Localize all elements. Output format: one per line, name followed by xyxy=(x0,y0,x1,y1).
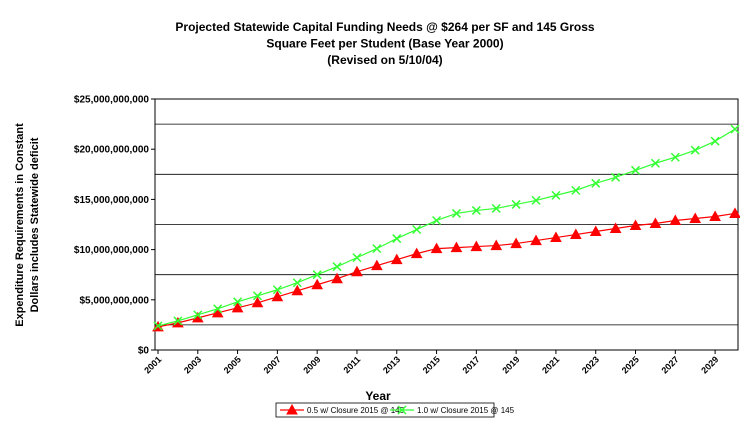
marker xyxy=(550,231,562,243)
y-tick-label: $10,000,000,000 xyxy=(74,245,150,256)
marker xyxy=(569,228,582,240)
marker xyxy=(390,253,403,265)
marker xyxy=(649,217,662,228)
marker xyxy=(571,185,581,195)
marker xyxy=(670,152,680,162)
marker xyxy=(629,219,642,231)
y-axis-label: Dollars includes Statewide deficit xyxy=(29,137,41,312)
marker xyxy=(351,265,363,277)
y-tick-label: $0 xyxy=(138,346,150,357)
marker xyxy=(252,291,263,301)
legend-label: 0.5 w/ Closure 2015 @ 145 xyxy=(307,406,405,415)
marker xyxy=(451,208,461,218)
marker xyxy=(213,304,223,314)
marker xyxy=(650,158,660,168)
marker xyxy=(530,234,542,246)
marker xyxy=(397,405,407,415)
marker xyxy=(312,270,322,280)
marker xyxy=(510,237,522,249)
marker xyxy=(611,172,621,182)
plot-area xyxy=(154,98,739,351)
y-tick-label: $15,000,000,000 xyxy=(74,195,150,206)
marker xyxy=(589,225,602,237)
marker xyxy=(729,207,740,218)
marker xyxy=(332,262,342,272)
marker xyxy=(392,234,402,244)
legend-label: 1.0 w/ Closure 2015 @ 145 xyxy=(417,406,515,415)
marker xyxy=(432,215,442,226)
x-axis-label: Year xyxy=(365,389,391,403)
marker xyxy=(153,321,163,331)
y-tick-label: $25,000,000,000 xyxy=(74,95,150,106)
marker xyxy=(490,239,503,251)
marker xyxy=(709,210,721,221)
marker xyxy=(233,297,243,307)
y-tick-label: $5,000,000,000 xyxy=(79,295,149,306)
chart-title: Square Feet per Student (Base Year 2000) xyxy=(266,37,503,51)
marker xyxy=(291,284,304,296)
marker xyxy=(630,165,641,175)
marker xyxy=(286,403,298,415)
marker xyxy=(730,124,740,134)
marker xyxy=(471,205,481,215)
marker xyxy=(311,278,324,290)
marker xyxy=(251,296,264,308)
marker xyxy=(231,301,244,313)
marker xyxy=(271,290,284,302)
marker xyxy=(193,310,203,320)
marker xyxy=(710,136,720,146)
chart-title: (Revised on 5/10/04) xyxy=(327,53,442,67)
marker xyxy=(292,278,302,288)
marker xyxy=(430,242,443,254)
marker xyxy=(609,222,622,234)
marker xyxy=(669,214,682,225)
marker xyxy=(410,247,423,259)
marker xyxy=(352,253,362,263)
marker xyxy=(372,244,382,254)
marker xyxy=(531,195,541,205)
marker xyxy=(450,241,463,253)
marker xyxy=(690,145,700,155)
marker xyxy=(173,316,183,326)
marker xyxy=(689,212,702,223)
marker xyxy=(371,259,383,271)
series-line xyxy=(157,128,736,327)
marker xyxy=(511,199,521,209)
marker xyxy=(551,190,561,200)
marker xyxy=(331,272,343,284)
marker xyxy=(470,240,483,252)
chart-title: Projected Statewide Capital Funding Need… xyxy=(175,20,594,34)
marker xyxy=(272,285,282,295)
y-tick-label: $20,000,000,000 xyxy=(74,145,150,156)
marker xyxy=(591,178,601,188)
marker xyxy=(491,203,501,213)
y-axis-label: Expenditure Requirements in Constant xyxy=(14,123,26,327)
marker xyxy=(412,224,422,235)
legend-box xyxy=(275,402,495,418)
